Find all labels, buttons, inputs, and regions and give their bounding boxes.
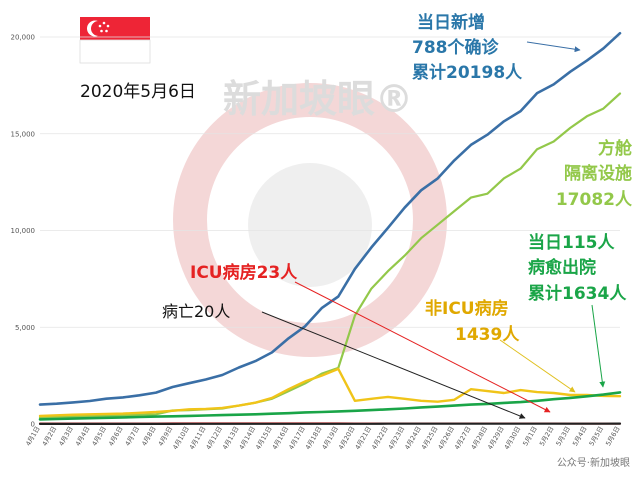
singapore-flag-icon [80, 17, 150, 63]
discharged-label-line2: 病愈出院 [528, 257, 596, 278]
dorm-label-line1: 方舱 [598, 138, 633, 159]
x-tick-label: 5月4日 [571, 425, 589, 447]
x-tick-label: 5月3日 [554, 425, 572, 447]
nonicu-label-line2: 1439人 [455, 325, 520, 345]
nonicu-label-line1: 非ICU病房 [425, 298, 509, 319]
y-tick-label: 10,000 [11, 227, 36, 235]
nonicu-arrow [500, 340, 575, 392]
date-label: 2020年5月6日 [80, 82, 196, 102]
x-tick-label: 4月5日 [90, 425, 108, 447]
x-tick-label: 4月2日 [41, 425, 59, 447]
dorm-label-line3: 17082人 [556, 190, 633, 210]
watermark-text: 新加坡眼® [223, 77, 413, 121]
x-tick-label: 4月1日 [24, 425, 42, 447]
confirmed-label-line1: 当日新增 [417, 12, 485, 33]
confirmed-label-line2: 788个确诊 [412, 37, 499, 58]
x-tick-label: 4月6日 [107, 425, 125, 447]
discharged-arrow [592, 305, 603, 387]
x-tick-label: 4月9日 [157, 425, 175, 447]
x-tick-label: 4月7日 [124, 425, 142, 447]
discharged-annotation: 当日115人 病愈出院 累计1634人 [528, 232, 627, 304]
discharged-label-line1: 当日115人 [528, 232, 615, 253]
flag-white-band [80, 40, 150, 63]
y-tick-label: 20,000 [11, 34, 36, 42]
dorm-annotation: 方舱 隔离设施 17082人 [556, 138, 633, 210]
x-tick-label: 4月30日 [503, 425, 523, 451]
x-tick-label: 5月5日 [588, 425, 606, 447]
x-tick-label: 5月2日 [538, 425, 556, 447]
dorm-label-line2: 隔离设施 [564, 163, 632, 184]
x-tick-label: 5月6日 [604, 425, 622, 447]
x-tick-label: 5月1日 [521, 425, 539, 447]
y-tick-label: 5,000 [15, 324, 35, 332]
x-tick-label: 4月3日 [57, 425, 75, 447]
confirmed-label-line3: 累计20198人 [412, 62, 523, 83]
watermark: 新加坡眼® [190, 77, 430, 340]
icu-label: ICU病房23人 [190, 262, 298, 283]
source-watermark: 公众号·新加坡眼 [557, 456, 630, 469]
x-tick-label: 4月4日 [74, 425, 92, 447]
nonicu-series-line [40, 369, 620, 416]
nonicu-annotation: 非ICU病房 1439人 [425, 298, 520, 345]
discharged-label-line3: 累计1634人 [528, 283, 627, 304]
x-tick-label: 4月8日 [140, 425, 158, 447]
confirmed-arrow [527, 42, 580, 50]
deaths-label: 病亡20人 [162, 302, 230, 321]
y-tick-label: 15,000 [11, 130, 36, 138]
confirmed-annotation: 当日新增 788个确诊 累计20198人 [412, 12, 523, 83]
